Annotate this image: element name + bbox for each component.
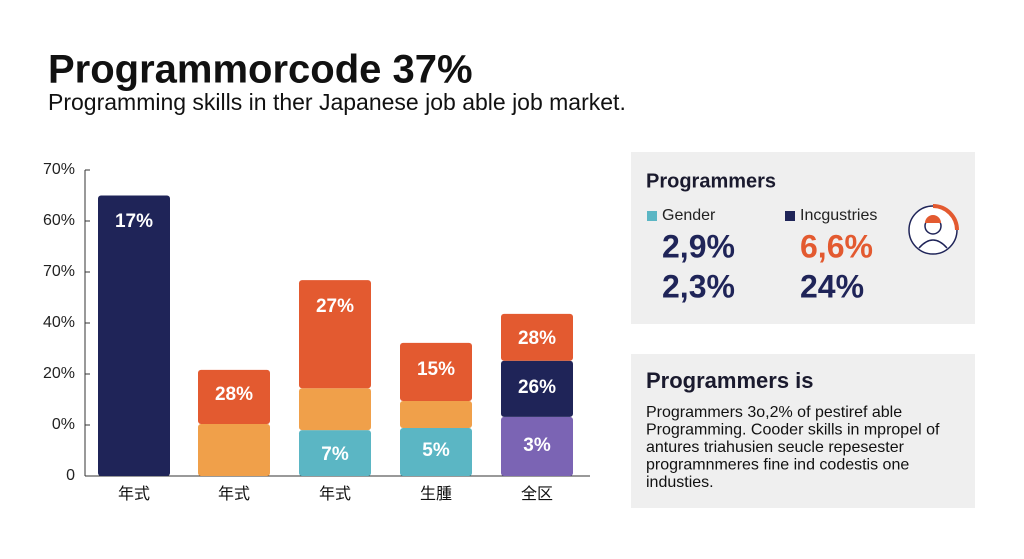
y-tick-label: 0 bbox=[66, 467, 75, 484]
bar-segment bbox=[501, 313, 573, 361]
y-tick-label: 0% bbox=[52, 416, 75, 433]
body-line: Programming. Cooder skills in mpropel of bbox=[646, 422, 940, 439]
bar-segment bbox=[299, 280, 371, 389]
bar-segment bbox=[501, 360, 573, 417]
stat-value: 6,6% bbox=[800, 228, 873, 264]
card-title: Programmers is bbox=[646, 368, 814, 393]
bar-segment bbox=[299, 388, 371, 431]
legend-label: Gender bbox=[662, 207, 716, 224]
x-tick-label: 年式 bbox=[218, 485, 250, 503]
legend-label: Incgustries bbox=[800, 207, 877, 224]
x-tick-label: 年式 bbox=[319, 485, 351, 503]
bar-segment bbox=[98, 195, 170, 476]
segment-label: 15% bbox=[417, 359, 455, 380]
body-line: Programmers 3o,2% of pestiref able bbox=[646, 404, 902, 421]
page-title: Programmorcode 37% bbox=[48, 48, 473, 92]
y-tick-label: 20% bbox=[43, 365, 75, 382]
legend-swatch bbox=[785, 211, 795, 221]
segment-label: 17% bbox=[115, 211, 153, 232]
segment-label: 26% bbox=[518, 377, 556, 398]
card-title: Programmers bbox=[646, 170, 776, 192]
legend-swatch bbox=[647, 211, 657, 221]
person-icon bbox=[908, 204, 959, 255]
bar-segment bbox=[400, 342, 472, 402]
body-line: industies. bbox=[646, 474, 714, 491]
bar-segment bbox=[400, 428, 472, 476]
segment-label: 27% bbox=[316, 296, 354, 317]
y-tick-label: 60% bbox=[43, 212, 75, 229]
bar-segment bbox=[198, 369, 270, 424]
body-line: antures triahusien seucle repesester bbox=[646, 439, 905, 456]
bar-segment bbox=[299, 430, 371, 476]
segment-label: 5% bbox=[422, 440, 450, 461]
y-tick-label: 70% bbox=[43, 263, 75, 280]
x-tick-label: 全区 bbox=[521, 485, 553, 503]
bar-segment bbox=[400, 401, 472, 429]
text-card bbox=[631, 354, 975, 508]
x-tick-label: 年式 bbox=[118, 485, 150, 503]
stat-value: 24% bbox=[800, 268, 864, 304]
x-tick-label: 生腫 bbox=[420, 485, 452, 503]
stat-value: 2,3% bbox=[662, 268, 735, 304]
segment-label: 28% bbox=[518, 328, 556, 349]
segment-label: 3% bbox=[523, 435, 551, 456]
y-tick-label: 40% bbox=[43, 314, 75, 331]
body-line: programnmeres fine ind codestis one bbox=[646, 457, 909, 474]
bar-segment bbox=[501, 416, 573, 476]
segment-label: 7% bbox=[321, 444, 349, 465]
page-subtitle: Programming skills in ther Japanese job … bbox=[48, 89, 626, 115]
y-tick-label: 70% bbox=[43, 161, 75, 178]
segment-label: 28% bbox=[215, 384, 253, 405]
stat-value: 2,9% bbox=[662, 228, 735, 264]
bar-segment bbox=[198, 423, 270, 476]
